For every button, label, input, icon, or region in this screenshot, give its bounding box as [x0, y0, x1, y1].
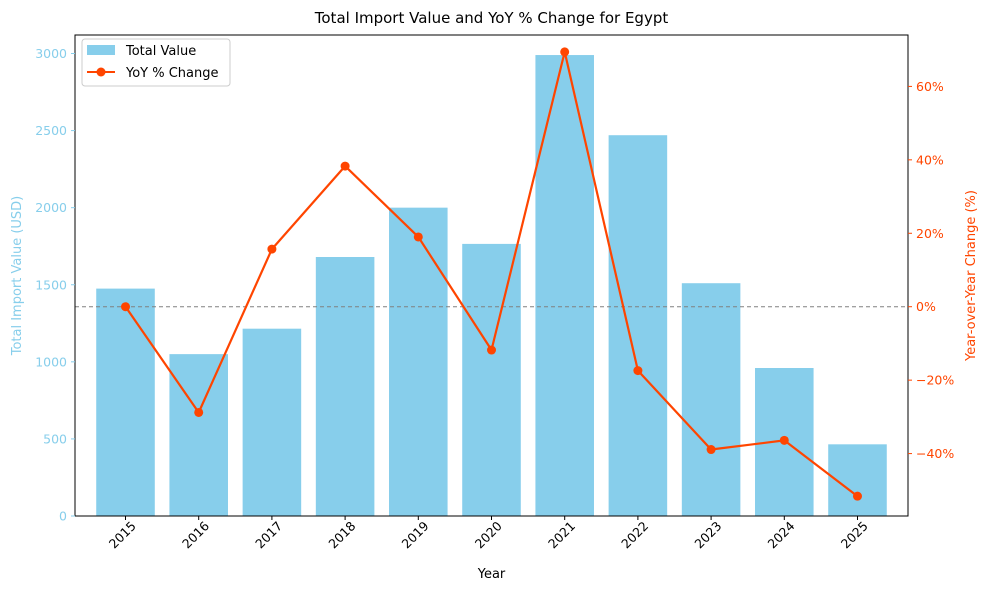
x-tick-label: 2024: [765, 518, 798, 551]
legend: Total Value YoY % Change: [81, 38, 231, 87]
yoy-point-2022: [633, 366, 643, 376]
y2-tick-label: −20%: [916, 373, 954, 388]
y-tick-label: 1500: [35, 277, 67, 292]
y-tick-label: 3000: [35, 46, 67, 61]
x-tick-label: 2016: [179, 518, 212, 551]
y2-tick-label: 40%: [916, 152, 944, 167]
chart-title: Total Import Value and YoY % Change for …: [314, 9, 669, 27]
y-axis-label: Total Import Value (USD): [10, 196, 25, 357]
y-tick-label: 2500: [35, 123, 67, 138]
x-tick-label: 2019: [399, 518, 432, 551]
x-tick-label: 2018: [325, 518, 358, 551]
bar-2017: [242, 328, 302, 516]
x-tick-label: 2017: [252, 518, 285, 551]
bar-2016: [169, 354, 228, 516]
x-axis-label: Year: [477, 567, 506, 582]
y2-tick-label: 0%: [916, 299, 936, 314]
yoy-point-2016: [194, 407, 204, 417]
y2-tick-label: 60%: [916, 79, 944, 94]
yoy-point-2019: [413, 232, 423, 242]
bar-2022: [608, 135, 668, 517]
bar-2023: [681, 283, 741, 516]
x-tick-label: 2015: [106, 518, 139, 551]
y2-axis-label: Year-over-Year Change (%): [964, 190, 979, 362]
legend-box: [81, 38, 231, 87]
bars-layer: [96, 55, 887, 517]
x-tick-label: 2020: [472, 518, 505, 551]
x-tick-label: 2025: [838, 518, 871, 551]
x-axis: 2015 2016 2017 2018 2019 2020 2021 2022 2023 2024…: [106, 516, 871, 551]
y-axis-right: −40% −20% 0% 20% 40% 60%: [908, 79, 954, 461]
yoy-point-2025: [852, 491, 862, 501]
yoy-line-layer: [121, 47, 862, 501]
x-tick-label: 2021: [545, 518, 578, 551]
x-tick-label: 2023: [691, 518, 724, 551]
yoy-point-2023: [706, 445, 716, 455]
y-tick-label: 500: [43, 431, 67, 446]
x-tick-label: 2022: [618, 518, 651, 551]
yoy-point-2018: [340, 161, 350, 171]
yoy-point-2021: [560, 47, 570, 57]
legend-swatch-total-value: [87, 45, 115, 55]
bar-2018: [315, 257, 375, 516]
yoy-point-2015: [121, 302, 131, 312]
bar-2021: [535, 55, 594, 517]
y2-tick-label: 20%: [916, 226, 944, 241]
legend-swatch-yoy-marker: [96, 67, 106, 77]
legend-label-yoy-change: YoY % Change: [125, 66, 219, 81]
bar-2020: [462, 243, 521, 517]
y-tick-label: 1000: [35, 354, 67, 369]
bar-2019: [389, 207, 448, 516]
yoy-point-2024: [779, 435, 789, 445]
yoy-point-2017: [267, 244, 277, 254]
legend-label-total-value: Total Value: [125, 44, 196, 59]
y-tick-label: 0: [59, 509, 67, 524]
y2-tick-label: −40%: [916, 446, 954, 461]
y-axis-left: 0 500 1000 1500 2000 2500 3000: [35, 46, 75, 524]
yoy-point-2020: [487, 345, 496, 355]
bar-2015: [96, 288, 155, 516]
y-tick-label: 2000: [35, 200, 67, 215]
